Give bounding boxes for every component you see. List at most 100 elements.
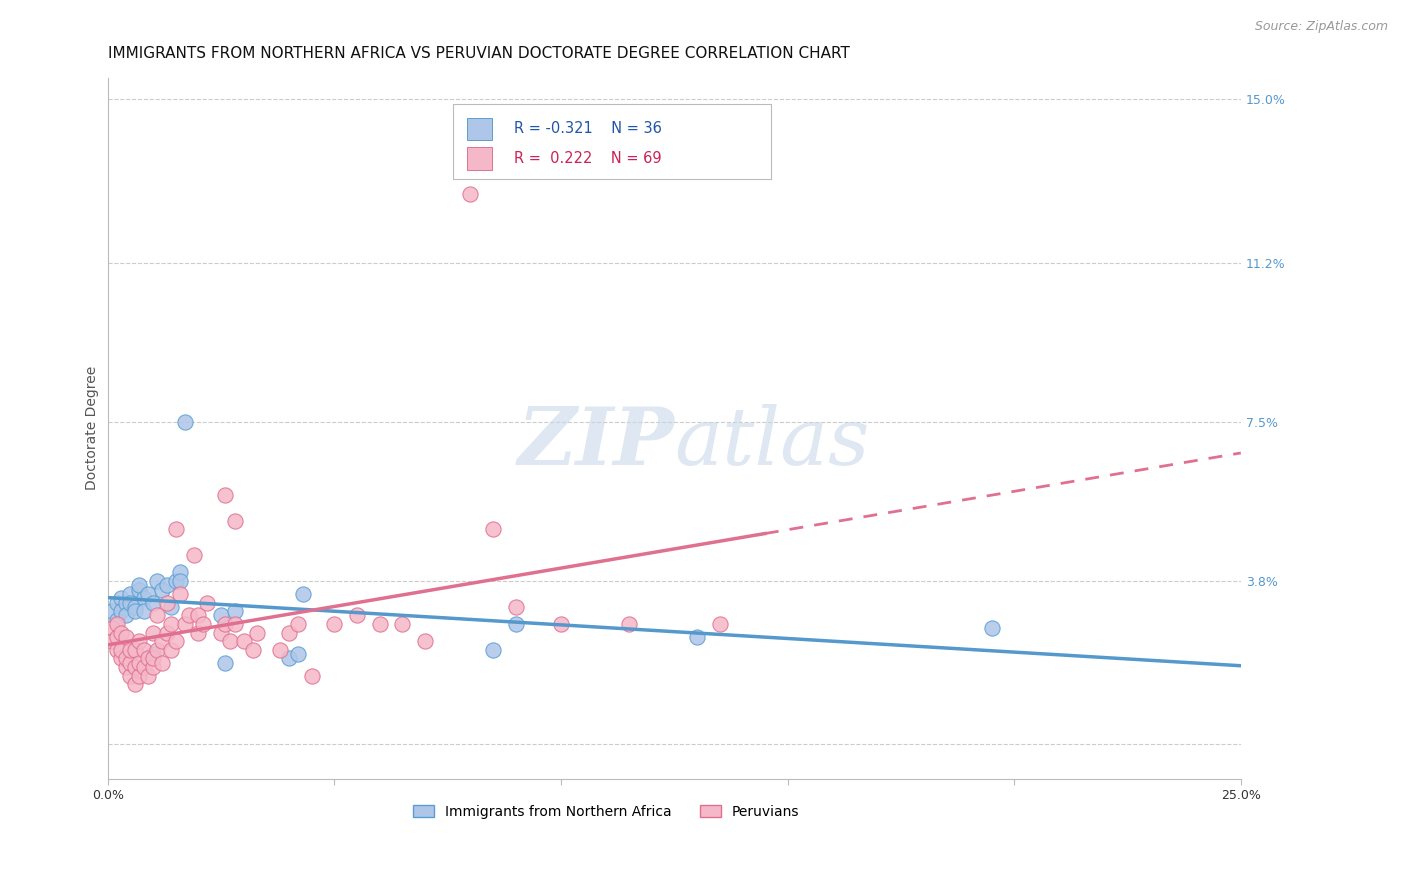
Point (155, 625, 177, 640)
Text: R =  0.222    N = 69: R = 0.222 N = 69 (515, 151, 662, 166)
Point (124, 604, 146, 618)
Text: IMMIGRANTS FROM NORTHERN AFRICA VS PERUVIAN DOCTORATE DEGREE CORRELATION CHART: IMMIGRANTS FROM NORTHERN AFRICA VS PERUV… (108, 46, 849, 62)
Point (128, 582, 150, 597)
Point (191, 617, 214, 632)
Point (209, 625, 232, 640)
Point (214, 488, 236, 502)
Point (291, 587, 314, 601)
Point (179, 608, 201, 623)
Point (278, 651, 301, 665)
Point (550, 617, 572, 632)
Point (124, 599, 146, 614)
Point (169, 566, 191, 580)
Point (155, 578, 177, 592)
Point (346, 608, 368, 623)
Point (142, 595, 165, 609)
Point (110, 591, 132, 606)
Point (160, 599, 183, 614)
Point (101, 604, 124, 618)
Text: ZIP: ZIP (517, 403, 675, 481)
Point (105, 643, 128, 657)
Point (224, 604, 246, 618)
Point (391, 617, 413, 632)
Point (269, 643, 291, 657)
Point (146, 608, 169, 623)
Point (617, 617, 640, 632)
Point (224, 617, 246, 632)
Text: atlas: atlas (675, 403, 869, 481)
Point (110, 604, 132, 618)
Point (155, 595, 177, 609)
Point (138, 651, 160, 665)
Point (232, 634, 254, 648)
Point (101, 621, 124, 635)
Point (142, 647, 165, 661)
Point (128, 668, 150, 682)
Point (187, 608, 209, 623)
Point (368, 617, 391, 632)
Point (150, 634, 173, 648)
Point (146, 643, 169, 657)
Point (124, 677, 146, 691)
Point (120, 668, 142, 682)
FancyBboxPatch shape (453, 103, 770, 179)
Point (219, 634, 242, 648)
Point (165, 574, 187, 588)
Point (138, 587, 160, 601)
Point (242, 643, 264, 657)
Point (132, 643, 155, 657)
Point (160, 643, 183, 657)
Legend: Immigrants from Northern Africa, Peruvians: Immigrants from Northern Africa, Peruvia… (408, 799, 804, 824)
Point (209, 608, 232, 623)
Point (195, 595, 218, 609)
Text: Source: ZipAtlas.com: Source: ZipAtlas.com (1254, 20, 1388, 33)
Bar (467, 147, 492, 169)
Point (301, 668, 323, 682)
Point (183, 548, 205, 562)
Point (101, 634, 124, 648)
Point (165, 522, 187, 536)
Point (709, 617, 731, 632)
Point (105, 595, 128, 609)
Point (110, 643, 132, 657)
Point (142, 625, 165, 640)
Point (114, 651, 136, 665)
Point (224, 514, 246, 528)
Point (150, 656, 173, 670)
Point (505, 617, 527, 632)
Point (124, 643, 146, 657)
Point (110, 651, 132, 665)
Point (146, 574, 169, 588)
Point (214, 656, 236, 670)
Point (132, 591, 155, 606)
Point (124, 660, 146, 674)
Point (120, 587, 142, 601)
Point (142, 651, 165, 665)
Point (505, 599, 527, 614)
Point (246, 625, 269, 640)
Point (323, 617, 346, 632)
Point (482, 643, 505, 657)
Point (165, 634, 187, 648)
Point (132, 660, 155, 674)
Point (169, 574, 191, 588)
Point (142, 660, 165, 674)
Point (413, 634, 436, 648)
Point (114, 630, 136, 644)
Point (187, 625, 209, 640)
Point (120, 595, 142, 609)
Bar (467, 118, 492, 140)
Point (120, 656, 142, 670)
Point (128, 656, 150, 670)
Point (114, 608, 136, 623)
Y-axis label: Doctorate Degree: Doctorate Degree (86, 366, 100, 491)
Point (114, 595, 136, 609)
Point (169, 587, 191, 601)
Point (980, 621, 1002, 635)
Point (150, 582, 173, 597)
Point (138, 668, 160, 682)
Point (132, 604, 155, 618)
Point (686, 630, 709, 644)
Point (287, 647, 309, 661)
Point (120, 643, 142, 657)
